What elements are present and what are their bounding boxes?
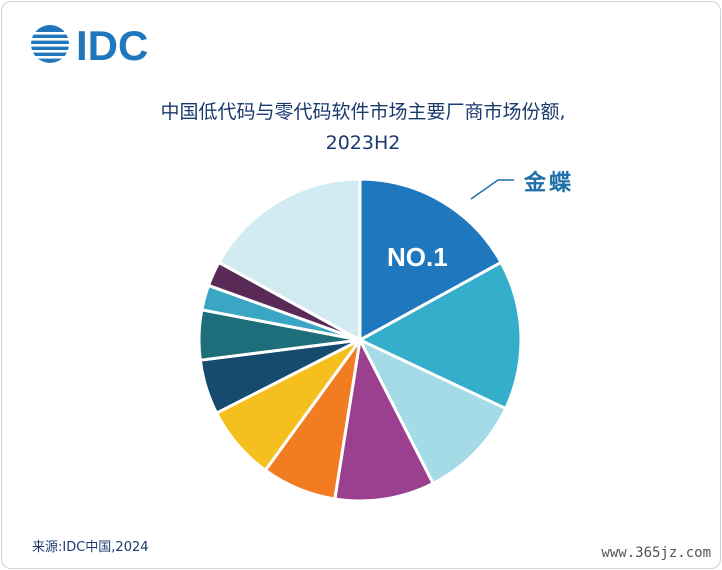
leader-vendor-label: 金蝶	[523, 170, 574, 196]
watermark: www.365jz.com	[598, 544, 714, 562]
pie-slice-1	[358, 177, 503, 342]
rank-label: NO.1	[387, 242, 448, 272]
idc-logo-text: IDC	[76, 22, 148, 66]
pie-slice-4	[333, 338, 435, 503]
chart-title-line2: 2023H2	[325, 132, 401, 154]
pie-slice-11	[217, 177, 362, 342]
leader-callout-line	[470, 179, 514, 200]
idc-logo: IDC	[28, 22, 178, 70]
pie-slices	[197, 177, 523, 503]
idc-logo-icon: IDC	[28, 22, 148, 69]
pie-slice-3	[358, 338, 508, 485]
chart-title-line1: 中国低代码与零代码软件市场主要厂商市场份额,	[160, 101, 566, 123]
pie-slice-2	[358, 260, 523, 411]
source-note: 来源:IDC中国,2024	[32, 540, 149, 555]
